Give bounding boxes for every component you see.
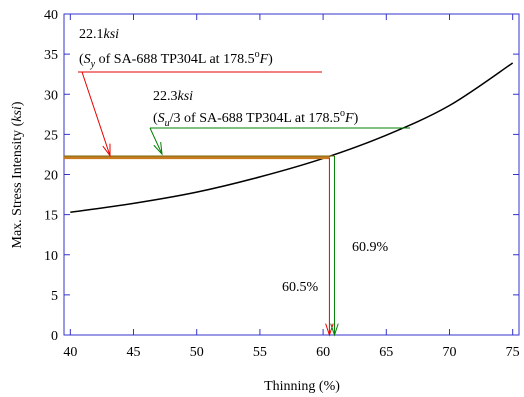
pct-label-green: 60.9%: [352, 240, 389, 255]
green-leader-arrow: [149, 127, 163, 155]
y-tick-label: 35: [44, 48, 58, 63]
y-tick-label: 10: [44, 249, 58, 264]
green-annotation-value: 22.3ksi: [153, 89, 193, 104]
y-tick-label: 5: [51, 289, 58, 304]
red-leader-arrow-head: [102, 143, 111, 158]
x-tick-label: 50: [190, 345, 204, 360]
green-annotation-desc: (Su/3 of SA-688 TP304L at 178.5oF): [153, 108, 359, 129]
x-axis-label: Thinning (%): [264, 379, 340, 394]
y-tick-label: 30: [44, 88, 58, 103]
x-tick-label: 55: [253, 345, 267, 360]
stress-curve: [70, 62, 514, 213]
drop-arrow-green-head: [330, 323, 339, 337]
y-tick-label: 40: [44, 8, 58, 23]
x-tick-label: 65: [379, 345, 393, 360]
x-tick-label: 75: [506, 345, 520, 360]
x-tick-label: 45: [127, 345, 141, 360]
y-tick-label: 20: [44, 169, 58, 184]
y-tick-label: 15: [44, 209, 58, 224]
axis-ticks: [64, 13, 519, 336]
y-tick-label: 0: [51, 329, 58, 344]
pct-label-red: 60.5%: [282, 280, 319, 295]
reference-lines: [64, 71, 410, 337]
red-annotation-desc: (Sy of SA-688 TP304L at 178.5oF): [79, 49, 273, 70]
x-tick-label: 60: [316, 345, 330, 360]
green-leader-arrow-head: [153, 142, 163, 156]
y-axis-label: Max. Stress Intensity (ksi): [10, 101, 25, 248]
x-tick-label: 70: [442, 345, 456, 360]
y-tick-label: 25: [44, 128, 58, 143]
red-leader-arrow: [81, 71, 111, 156]
red-annotation-value: 22.1ksi: [79, 27, 119, 42]
x-tick-label: 40: [63, 345, 77, 360]
axis-tick-labels: 40 45 50 55 60 65 70 75 0 5 10 15 20 25 30 35 40: [44, 8, 520, 360]
